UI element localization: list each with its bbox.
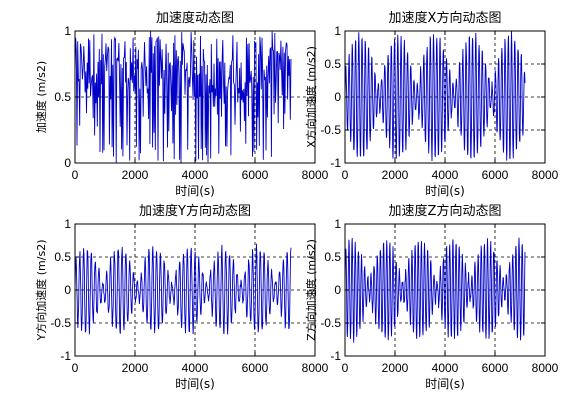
x-tick-label: 4000 <box>182 168 209 182</box>
series-line <box>344 31 526 162</box>
series-line <box>74 243 292 335</box>
y-tick-label: 1 <box>64 217 71 231</box>
y-tick-label: -1 <box>330 349 341 363</box>
x-tick-label: 0 <box>342 361 349 375</box>
x-axis-label: 时间(s) <box>425 377 465 391</box>
chart-title: 加速度Y方向动态图 <box>139 203 251 219</box>
x-tick-label: 2000 <box>382 361 409 375</box>
x-tick-label: 6000 <box>482 361 509 375</box>
x-tick-label: 6000 <box>482 168 509 182</box>
x-axis-label: 时间(s) <box>175 377 215 391</box>
y-tick-label: 0.5 <box>54 90 71 104</box>
y-tick-label: -1 <box>330 156 341 170</box>
y-tick-label: 0.5 <box>324 57 341 71</box>
y-axis-label: X方向加速度 (m/s2) <box>304 46 318 148</box>
y-tick-label: -1 <box>60 349 71 363</box>
x-tick-label: 0 <box>72 361 79 375</box>
chart-panel-3: 加速度Y方向动态图 0 2000 4000 6000 8000 -1 -0.5 0 0.5 1 时间(… <box>34 203 329 391</box>
x-tick-label: 2000 <box>122 361 149 375</box>
y-tick-label: 0.5 <box>324 250 341 264</box>
y-tick-label: 0 <box>64 283 71 297</box>
y-tick-label: 0 <box>334 90 341 104</box>
x-tick-label: 2000 <box>382 168 409 182</box>
chart-panel-1: 加速度动态图 0 2000 4000 6000 8000 0 0.5 1 时间(s) 加速度 (m/… <box>34 10 329 198</box>
y-axis-label: Z方向加速度 (m/s2) <box>304 239 318 341</box>
series-line <box>74 31 292 163</box>
x-tick-label: 8000 <box>532 361 559 375</box>
y-tick-label: 1 <box>64 24 71 38</box>
x-tick-label: 0 <box>342 168 349 182</box>
x-tick-label: 8000 <box>532 168 559 182</box>
x-tick-label: 4000 <box>432 361 459 375</box>
y-tick-label: -0.5 <box>50 316 71 330</box>
y-tick-label: 1 <box>334 24 341 38</box>
x-axis-label: 时间(s) <box>425 184 465 198</box>
y-tick-label: 1 <box>334 217 341 231</box>
x-tick-label: 8000 <box>302 168 329 182</box>
x-tick-label: 2000 <box>122 168 149 182</box>
x-tick-label: 6000 <box>242 361 269 375</box>
y-tick-label: 0 <box>334 283 341 297</box>
y-tick-label: -0.5 <box>320 123 341 137</box>
chart-title: 加速度Z方向动态图 <box>389 203 502 219</box>
y-tick-label: 0.5 <box>54 250 71 264</box>
y-axis-label: Y方向加速度 (m/s2) <box>34 240 48 342</box>
series-line <box>344 237 526 343</box>
x-tick-label: 8000 <box>302 361 329 375</box>
x-axis-label: 时间(s) <box>175 184 215 198</box>
chart-title: 加速度X方向动态图 <box>389 10 502 26</box>
x-tick-label: 6000 <box>242 168 269 182</box>
x-tick-label: 4000 <box>182 361 209 375</box>
x-tick-label: 0 <box>72 168 79 182</box>
y-tick-label: 0 <box>64 156 71 170</box>
chart-title: 加速度动态图 <box>156 10 234 26</box>
y-axis-label: 加速度 (m/s2) <box>34 61 48 133</box>
x-tick-label: 4000 <box>432 168 459 182</box>
y-tick-label: -0.5 <box>320 316 341 330</box>
